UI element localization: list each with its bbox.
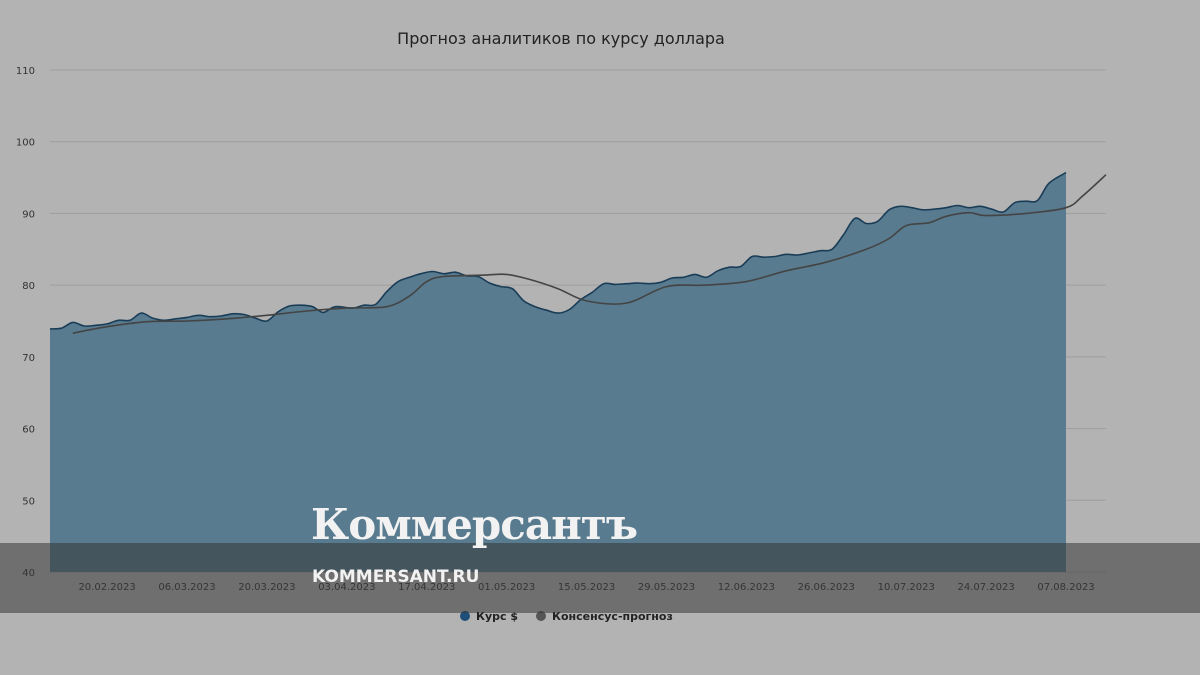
series-usd-area bbox=[50, 172, 1066, 572]
kommersant-logo: Коммерсантъ bbox=[311, 500, 638, 549]
y-tick-label: 60 bbox=[22, 425, 35, 436]
y-tick-label: 70 bbox=[22, 353, 35, 364]
y-tick-label: 110 bbox=[16, 66, 35, 77]
y-tick-label: 80 bbox=[22, 281, 35, 292]
legend-label-usd[interactable]: Курс $ bbox=[476, 610, 518, 623]
chart-title: Прогноз аналитиков по курсу доллара bbox=[397, 29, 725, 48]
y-axis: 405060708090100110 bbox=[16, 66, 35, 579]
series-layer bbox=[49, 171, 1107, 572]
y-tick-label: 90 bbox=[22, 209, 35, 220]
series-forecast-line[interactable] bbox=[72, 174, 1107, 334]
y-tick-label: 100 bbox=[16, 138, 35, 149]
y-tick-label: 50 bbox=[22, 496, 35, 507]
legend-label-forecast[interactable]: Консенсус-прогноз bbox=[552, 610, 673, 623]
legend: Курс $ Консенсус-прогноз bbox=[460, 610, 673, 623]
legend-marker-usd bbox=[460, 611, 470, 621]
kommersant-site-link: KOMMERSANT.RU bbox=[312, 567, 480, 587]
series-usd-line[interactable] bbox=[49, 171, 1067, 330]
watermark-band bbox=[0, 543, 1200, 613]
legend-marker-forecast bbox=[536, 611, 546, 621]
